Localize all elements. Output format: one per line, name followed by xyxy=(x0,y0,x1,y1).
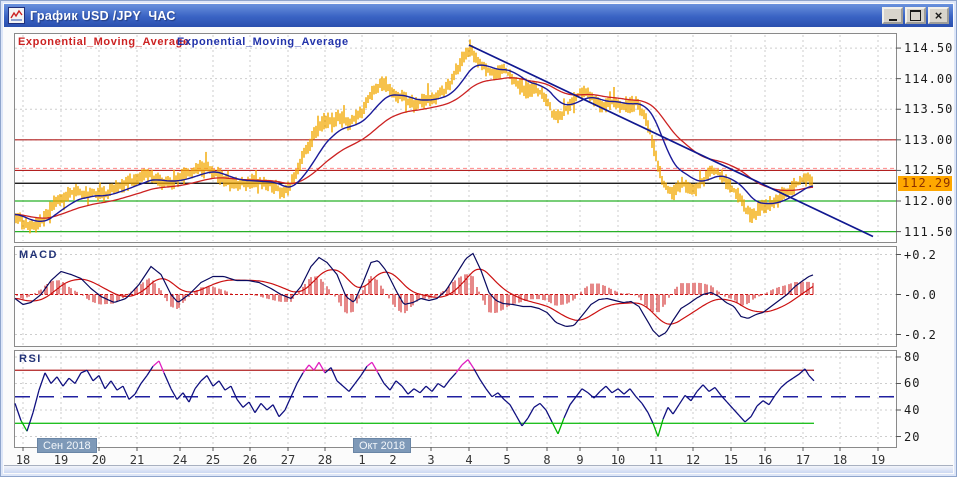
month-badge-sep: Сен 2018 xyxy=(37,438,97,453)
macd-tick-label: -0.0 xyxy=(904,287,937,302)
date-tick-label: 18 xyxy=(15,453,31,467)
date-tick-label: 24 xyxy=(172,453,188,467)
date-tick-label: 19 xyxy=(53,453,69,467)
current-price-badge: 112.29 xyxy=(898,175,952,191)
ema-label-red: Exponential_Moving_Average xyxy=(18,36,190,48)
price-tick-label: 114.00 xyxy=(904,71,954,86)
window-title: График USD /JPY ЧАС xyxy=(30,8,176,23)
minimize-button[interactable] xyxy=(882,7,903,24)
date-tick-label: 28 xyxy=(317,453,333,467)
macd-tick-label: -0.2 xyxy=(904,327,937,342)
rsi-tick-label: 60 xyxy=(904,376,921,391)
date-tick-label: 5 xyxy=(503,453,511,467)
macd-tick-label: +0.2 xyxy=(904,247,937,262)
price-chart-panel[interactable] xyxy=(14,33,897,243)
chart-icon xyxy=(8,7,25,24)
rsi-tick-label: 20 xyxy=(904,429,921,444)
date-tick-label: 15 xyxy=(723,453,739,467)
price-tick-label: 114.50 xyxy=(904,41,954,56)
maximize-icon xyxy=(910,10,921,21)
date-tick-label: 18 xyxy=(832,453,848,467)
date-tick-label: 2 xyxy=(389,453,397,467)
window-bottom-edge xyxy=(4,465,953,473)
rsi-tick-label: 40 xyxy=(904,403,921,417)
date-tick-label: 10 xyxy=(610,453,626,467)
chart-icon-glyph xyxy=(10,9,23,21)
price-tick-label: 112.00 xyxy=(904,194,954,208)
month-badge-oct: Окт 2018 xyxy=(353,438,412,453)
date-tick-label: 26 xyxy=(242,453,258,467)
close-button[interactable]: × xyxy=(928,7,949,24)
date-tick-label: 25 xyxy=(205,453,221,467)
title-bar[interactable]: График USD /JPY ЧАС × xyxy=(4,4,953,27)
date-tick-label: 19 xyxy=(870,453,886,467)
date-tick-label: 4 xyxy=(465,453,473,467)
date-tick-label: 27 xyxy=(280,453,296,467)
ema-label-blue: Exponential_Moving_Average xyxy=(177,36,349,48)
date-tick-label: 16 xyxy=(757,453,773,467)
macd-panel[interactable] xyxy=(14,246,897,347)
date-tick-label: 12 xyxy=(685,453,701,467)
rsi-panel[interactable] xyxy=(14,350,897,448)
date-tick-label: 17 xyxy=(795,453,811,467)
date-tick-label: 3 xyxy=(427,453,435,467)
close-icon: × xyxy=(934,8,943,23)
price-tick-label: 112.50 xyxy=(904,163,954,178)
price-tick-label: 113.00 xyxy=(904,132,954,147)
minimize-icon xyxy=(888,19,897,21)
date-tick-label: 1 xyxy=(358,453,366,467)
date-tick-label: 20 xyxy=(91,453,107,467)
rsi-label: RSI xyxy=(19,353,42,365)
window-controls: × xyxy=(882,7,949,24)
price-tick-label: 111.50 xyxy=(904,224,954,239)
date-tick-label: 11 xyxy=(648,453,664,467)
rsi-tick-label: 80 xyxy=(904,349,921,364)
date-tick-label: 21 xyxy=(129,453,145,467)
maximize-button[interactable] xyxy=(905,7,926,24)
price-tick-label: 113.50 xyxy=(904,102,954,117)
date-tick-label: 8 xyxy=(543,453,551,467)
date-tick-label: 9 xyxy=(576,453,584,467)
macd-label: MACD xyxy=(19,249,58,261)
